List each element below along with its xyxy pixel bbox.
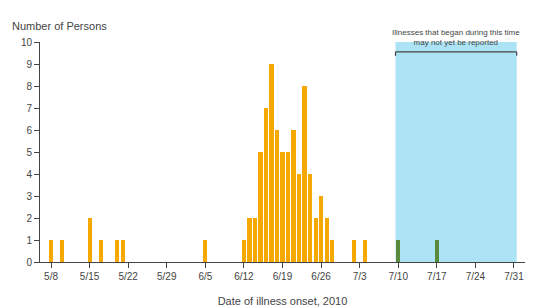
svg-text:0: 0 (26, 257, 32, 268)
svg-text:5/8: 5/8 (44, 271, 58, 282)
svg-text:6/19: 6/19 (273, 271, 293, 282)
svg-text:5/15: 5/15 (80, 271, 100, 282)
svg-text:6/26: 6/26 (311, 271, 331, 282)
svg-text:6: 6 (26, 125, 32, 136)
svg-text:Number of Persons: Number of Persons (12, 20, 107, 32)
svg-text:7/17: 7/17 (427, 271, 447, 282)
svg-text:4: 4 (26, 169, 32, 180)
svg-text:7/10: 7/10 (389, 271, 409, 282)
svg-text:3: 3 (26, 191, 32, 202)
svg-text:7/24: 7/24 (466, 271, 486, 282)
svg-text:10: 10 (21, 37, 33, 48)
svg-text:5/22: 5/22 (118, 271, 138, 282)
svg-text:7/31: 7/31 (504, 271, 524, 282)
svg-text:5/29: 5/29 (157, 271, 177, 282)
svg-text:Illnesses that began during th: Illnesses that began during this timemay… (392, 28, 520, 47)
svg-text:2: 2 (26, 213, 32, 224)
svg-text:Date of illness onset, 2010: Date of illness onset, 2010 (218, 295, 348, 307)
svg-text:9: 9 (26, 59, 32, 70)
svg-text:1: 1 (26, 235, 32, 246)
svg-text:8: 8 (26, 81, 32, 92)
svg-text:6/12: 6/12 (234, 271, 254, 282)
svg-text:7: 7 (26, 103, 32, 114)
svg-text:6/5: 6/5 (198, 271, 212, 282)
svg-text:7/3: 7/3 (353, 271, 367, 282)
svg-text:5: 5 (26, 147, 32, 158)
